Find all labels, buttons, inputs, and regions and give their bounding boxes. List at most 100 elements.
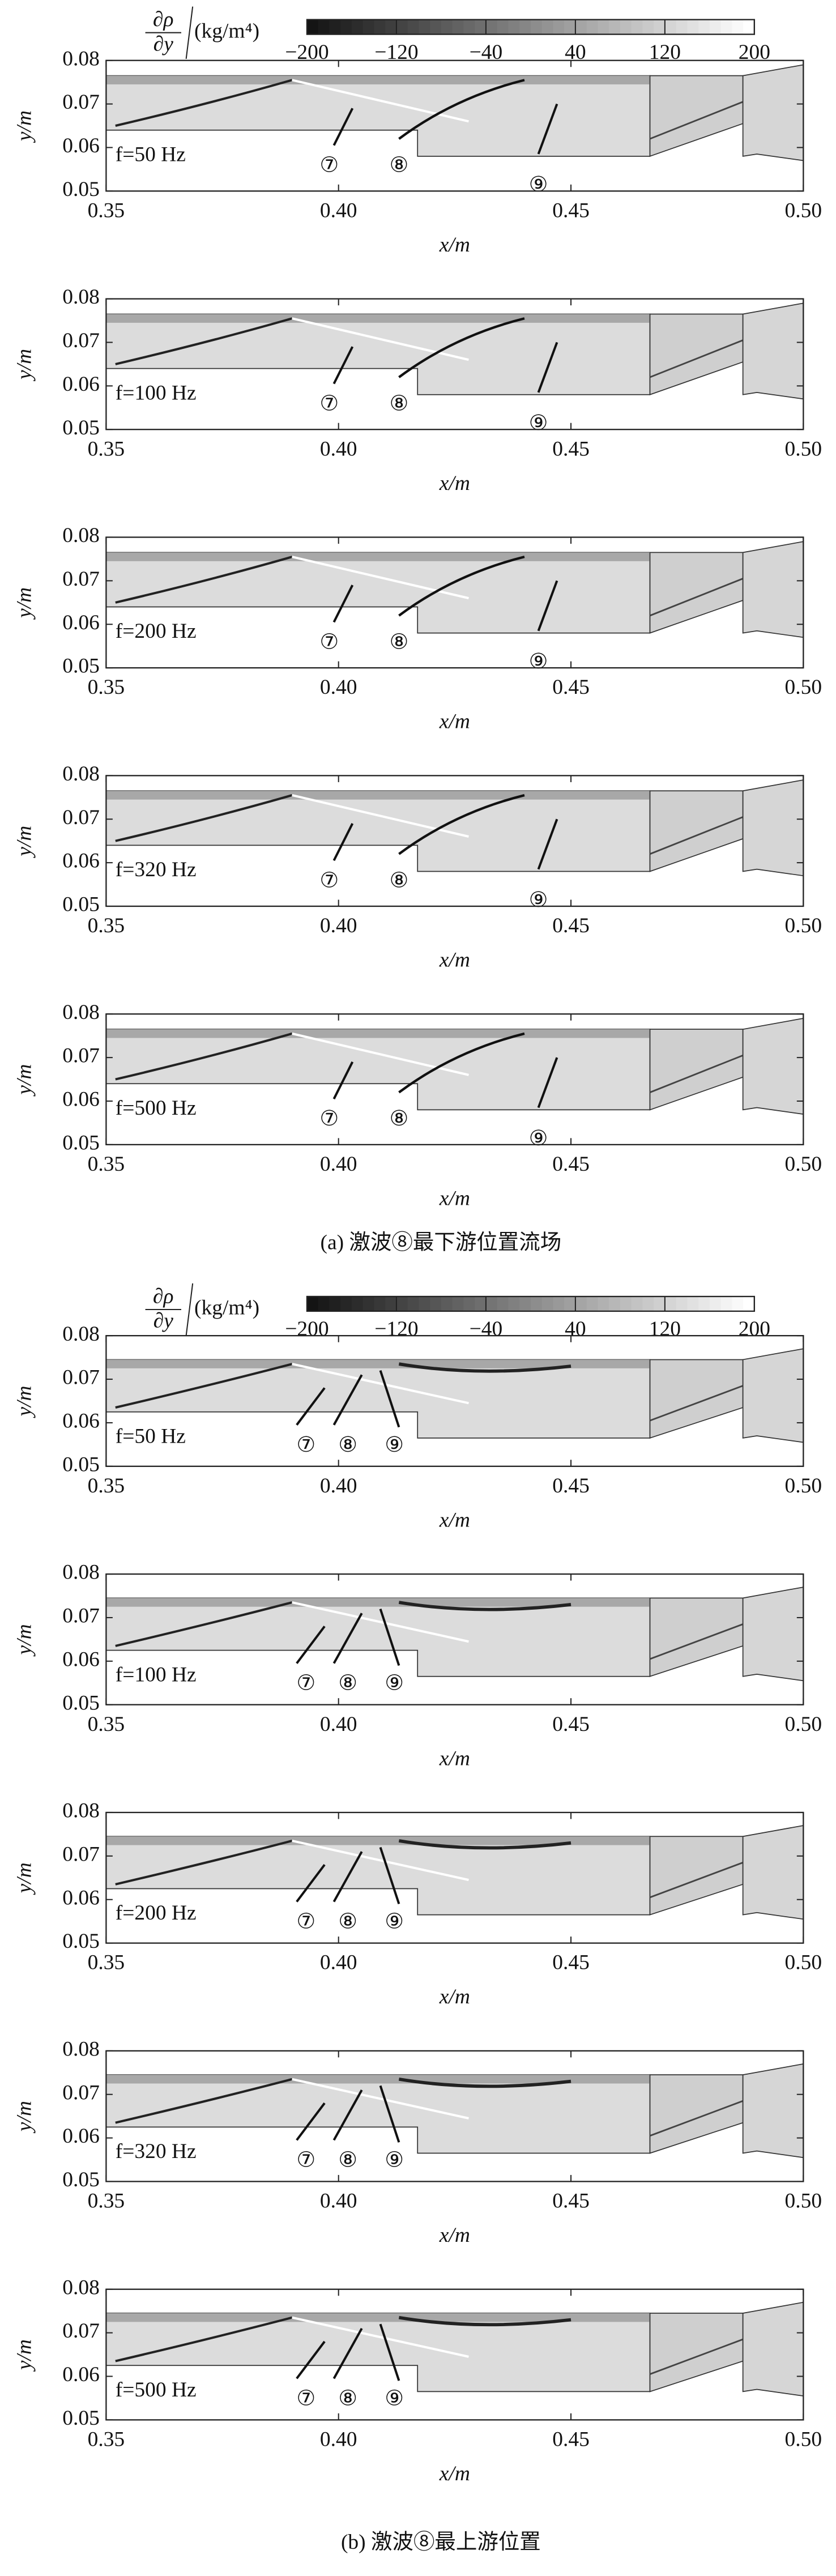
colorbar-band <box>541 19 554 35</box>
x-tick-label: 0.40 <box>320 437 357 460</box>
wall-layer <box>106 1598 650 1607</box>
y-tick-label: 0.08 <box>62 1799 100 1823</box>
shock-8 <box>398 317 525 378</box>
wall-layer <box>106 1029 650 1038</box>
colorbar-band <box>709 1296 722 1311</box>
x-tick-label: 0.40 <box>320 1153 357 1176</box>
reflected-wave <box>292 556 469 600</box>
y-tick-label: 0.06 <box>62 2125 100 2148</box>
diffuser-field <box>649 1029 744 1111</box>
colorbar-band <box>430 19 442 35</box>
colorbar-band <box>485 1296 498 1311</box>
frequency-label: f=500 Hz <box>116 1097 197 1120</box>
colorbar-band <box>485 19 498 35</box>
colorbar-band <box>720 19 733 35</box>
shock-label: ⑦ <box>296 2387 315 2410</box>
reflected-wave <box>292 317 469 361</box>
y-tick-label: 0.07 <box>62 2081 100 2104</box>
colorbar-band <box>362 1296 375 1311</box>
x-tick-label: 0.50 <box>785 437 822 460</box>
y-tick-label: 0.05 <box>62 1453 100 1476</box>
x-tick-label: 0.50 <box>785 914 822 937</box>
x-tick-label: 0.45 <box>552 1951 590 1974</box>
shock-blob <box>398 1601 571 1611</box>
shock-label: ⑨ <box>385 1434 404 1457</box>
exit-field <box>742 2301 804 2397</box>
shock <box>332 1851 363 1903</box>
colorbar-band <box>519 1296 531 1311</box>
shock-label: ⑧ <box>390 1107 409 1131</box>
diffuser-field <box>649 1359 744 1439</box>
x-tick-label: 0.45 <box>552 2190 590 2213</box>
x-axis-label: x/m <box>439 2462 470 2485</box>
colorbar-band <box>654 1296 666 1311</box>
exit-field <box>742 2063 804 2159</box>
colorbar-band <box>743 1296 755 1311</box>
x-tick-label: 0.40 <box>320 2428 357 2451</box>
y-tick-label: 0.06 <box>62 1886 100 1909</box>
shock-label: ⑧ <box>390 393 409 416</box>
colorbar-unit: (kg/m⁴) <box>194 19 259 42</box>
frequency-label: f=100 Hz <box>116 381 197 404</box>
exit-field <box>742 1348 804 1443</box>
shock-label: ⑦ <box>319 154 339 177</box>
x-tick-label: 0.45 <box>552 1153 590 1176</box>
caption: (b) 激波⑧最上游位置 <box>341 2530 541 2554</box>
diffuser-field <box>649 1836 744 1916</box>
x-tick-label: 0.45 <box>552 1474 590 1498</box>
colorbar-band <box>743 19 755 35</box>
y-tick-label: 0.06 <box>62 611 100 634</box>
shock-label: ⑧ <box>338 2387 357 2410</box>
x-axis-label: x/m <box>439 1508 470 1532</box>
slash <box>185 6 194 59</box>
colorbar-band <box>530 19 543 35</box>
wall-layer <box>106 2075 650 2084</box>
reflected-wave <box>292 79 469 123</box>
shock <box>332 823 354 861</box>
exit-field <box>742 779 804 877</box>
x-tick-label: 0.40 <box>320 2190 357 2213</box>
colorbar-band <box>620 1296 632 1311</box>
x-axis-label: x/m <box>439 1187 470 1210</box>
y-tick-label: 0.07 <box>62 568 100 591</box>
x-tick-label: 0.45 <box>552 914 590 937</box>
colorbar-band <box>497 1296 509 1311</box>
x-tick-label: 0.50 <box>785 2428 822 2451</box>
colorbar-band <box>541 1296 554 1311</box>
y-tick-label: 0.05 <box>62 1691 100 1715</box>
colorbar-band <box>564 19 576 35</box>
y-axis-label: y/m <box>13 110 36 143</box>
frequency-label: f=100 Hz <box>116 1663 197 1686</box>
reflected-wave <box>292 2316 469 2358</box>
shock <box>332 2089 363 2141</box>
shock <box>332 1061 354 1100</box>
compression-wave <box>115 2316 293 2362</box>
y-tick-label: 0.07 <box>62 329 100 352</box>
compression-wave <box>115 79 293 127</box>
x-tick-label: 0.45 <box>552 1713 590 1736</box>
plot-frame <box>105 1335 804 1467</box>
wall-layer <box>106 314 650 323</box>
wall-layer <box>106 1836 650 1845</box>
colorbar-band <box>676 19 688 35</box>
y-tick-label: 0.07 <box>62 1843 100 1866</box>
x-tick-label: 0.45 <box>552 2428 590 2451</box>
colorbar-band <box>385 19 397 35</box>
shock-label: ⑦ <box>296 1434 315 1457</box>
plot-frame <box>105 536 804 669</box>
diffuser-line <box>649 339 744 378</box>
wall-layer <box>106 75 650 84</box>
shock-label: ⑨ <box>529 1127 548 1150</box>
shock <box>332 346 354 385</box>
shock <box>537 342 558 393</box>
shock <box>379 1846 400 1905</box>
y-tick-label: 0.08 <box>62 1001 100 1024</box>
shock <box>296 1387 326 1426</box>
frequency-label: f=500 Hz <box>116 2378 197 2402</box>
colorbar-tick-label: 120 <box>649 1317 681 1341</box>
shock-label: ⑧ <box>390 630 409 654</box>
shock <box>379 2085 400 2143</box>
shock-label: ⑧ <box>338 1672 357 1695</box>
y-tick-label: 0.05 <box>62 416 100 440</box>
colorbar-band <box>374 19 386 35</box>
